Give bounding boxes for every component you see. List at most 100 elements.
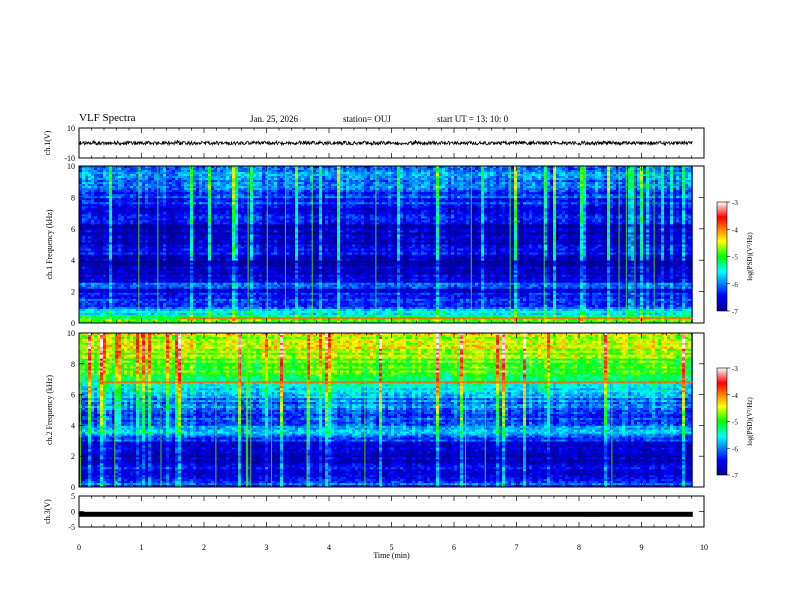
spectrogram-cell xyxy=(406,188,410,191)
spectrogram-cell xyxy=(589,176,593,179)
spectrogram-cell xyxy=(223,200,227,203)
spectrogram-cell xyxy=(340,186,344,189)
spectrogram-cell xyxy=(292,186,296,189)
spectrogram-cell xyxy=(571,190,575,193)
spectrogram-cell xyxy=(244,202,248,205)
spectrogram-cell xyxy=(262,202,266,205)
spectrogram-cell xyxy=(490,208,494,211)
spectrogram-cell xyxy=(514,198,518,201)
spectrogram-cell xyxy=(481,182,485,185)
spectrogram-cell xyxy=(427,204,431,207)
spectrogram-cell xyxy=(529,200,533,203)
spectrogram-cell xyxy=(391,212,395,215)
spectrogram-cell xyxy=(469,170,473,173)
spectrogram-cell xyxy=(607,176,611,179)
spectrogram-cell xyxy=(409,180,413,183)
spectrogram-cell xyxy=(199,198,203,201)
spectrogram-cell xyxy=(313,166,317,169)
spectrogram-cell xyxy=(565,204,569,207)
spectrogram-cell xyxy=(211,178,215,181)
spectrogram-cell xyxy=(97,194,101,197)
spectrogram-cell xyxy=(181,172,185,175)
spectrogram-cell xyxy=(673,180,677,183)
spectrogram-cell xyxy=(535,206,539,209)
spectrogram-cell xyxy=(568,186,572,189)
spectrogram-cell xyxy=(487,194,491,197)
spectrogram-cell xyxy=(655,180,659,183)
spectrogram-cell xyxy=(286,192,290,195)
spectrogram-cell xyxy=(553,208,557,211)
spectrogram-cell xyxy=(550,192,554,195)
spectrogram-cell xyxy=(292,178,296,181)
spectrogram-cell xyxy=(163,214,167,217)
spectrogram-cell xyxy=(217,172,221,175)
spectrogram-cell xyxy=(148,204,152,207)
spectrogram-cell xyxy=(463,176,467,179)
spectrogram-cell xyxy=(97,202,101,205)
spectrogram-cell xyxy=(109,170,113,173)
spectrogram-cell xyxy=(316,180,320,183)
spectrogram-cell xyxy=(223,194,227,197)
spectrogram-cell xyxy=(583,192,587,195)
spectrogram-cell xyxy=(169,166,173,169)
spectrogram-cell xyxy=(424,188,428,191)
spectrogram-cell xyxy=(499,182,503,185)
spectrogram-cell xyxy=(505,184,509,187)
spectrogram-cell xyxy=(319,180,323,183)
spectrogram-cell xyxy=(103,184,107,187)
spectrogram-cell xyxy=(517,180,521,183)
spectrogram-cell xyxy=(442,174,446,177)
spectrogram-cell xyxy=(124,200,128,203)
spectrogram-cell xyxy=(355,198,359,201)
spectrogram-cell xyxy=(328,206,332,209)
spectrogram-cell xyxy=(373,170,377,173)
spectrogram-cell xyxy=(106,170,110,173)
spectrogram-cell xyxy=(373,200,377,203)
spectrogram-cell xyxy=(244,188,248,191)
spectrogram-cell xyxy=(256,180,260,183)
spectrogram-cell xyxy=(133,214,137,217)
spectrogram-cell xyxy=(526,208,530,211)
spectrogram-cell xyxy=(196,192,200,195)
spectrogram-cell xyxy=(511,176,515,179)
spectrogram-cell xyxy=(244,204,248,207)
spectrogram-cell xyxy=(133,166,137,169)
spectrogram-cell xyxy=(319,166,323,169)
spectrogram-cell xyxy=(514,200,518,203)
spectrogram-cell xyxy=(259,194,263,197)
spectrogram-cell xyxy=(409,202,413,205)
spectrogram-cell xyxy=(634,206,638,209)
spectrogram-cell xyxy=(292,208,296,211)
spectrogram-cell xyxy=(409,206,413,209)
spectrogram-cell xyxy=(496,192,500,195)
spectrogram-cell xyxy=(262,204,266,207)
spectrogram-cell xyxy=(481,208,485,211)
spectrogram-cell xyxy=(160,180,164,183)
spectrogram-cell xyxy=(349,200,353,203)
spectrogram-cell xyxy=(157,210,161,213)
spectrogram-cell xyxy=(337,206,341,209)
spectrogram-cell xyxy=(268,182,272,185)
spectrogram-cell xyxy=(580,204,584,207)
spectrogram-cell xyxy=(622,194,626,197)
spectrogram-cell xyxy=(550,168,554,171)
spectrogram-cell xyxy=(286,212,290,215)
spectrogram-cell xyxy=(316,192,320,195)
spectrogram-cell xyxy=(604,176,608,179)
spectrogram-cell xyxy=(478,184,482,187)
spectrogram-cell xyxy=(466,200,470,203)
spectrogram-cell xyxy=(433,182,437,185)
spectrogram-cell xyxy=(79,188,83,191)
spectrogram-cell xyxy=(424,192,428,195)
spectrogram-cell xyxy=(661,206,665,209)
spectrogram-cell xyxy=(130,200,134,203)
spectrogram-cell xyxy=(280,180,284,183)
spectrogram-cell xyxy=(403,202,407,205)
spectrogram-cell xyxy=(112,176,116,179)
spectrogram-cell xyxy=(445,212,449,215)
spectrogram-cell xyxy=(472,166,476,169)
spectrogram-cell xyxy=(640,180,644,183)
spectrogram-cell xyxy=(154,178,158,181)
spectrogram-cell xyxy=(112,198,116,201)
spectrogram-cell xyxy=(451,176,455,179)
